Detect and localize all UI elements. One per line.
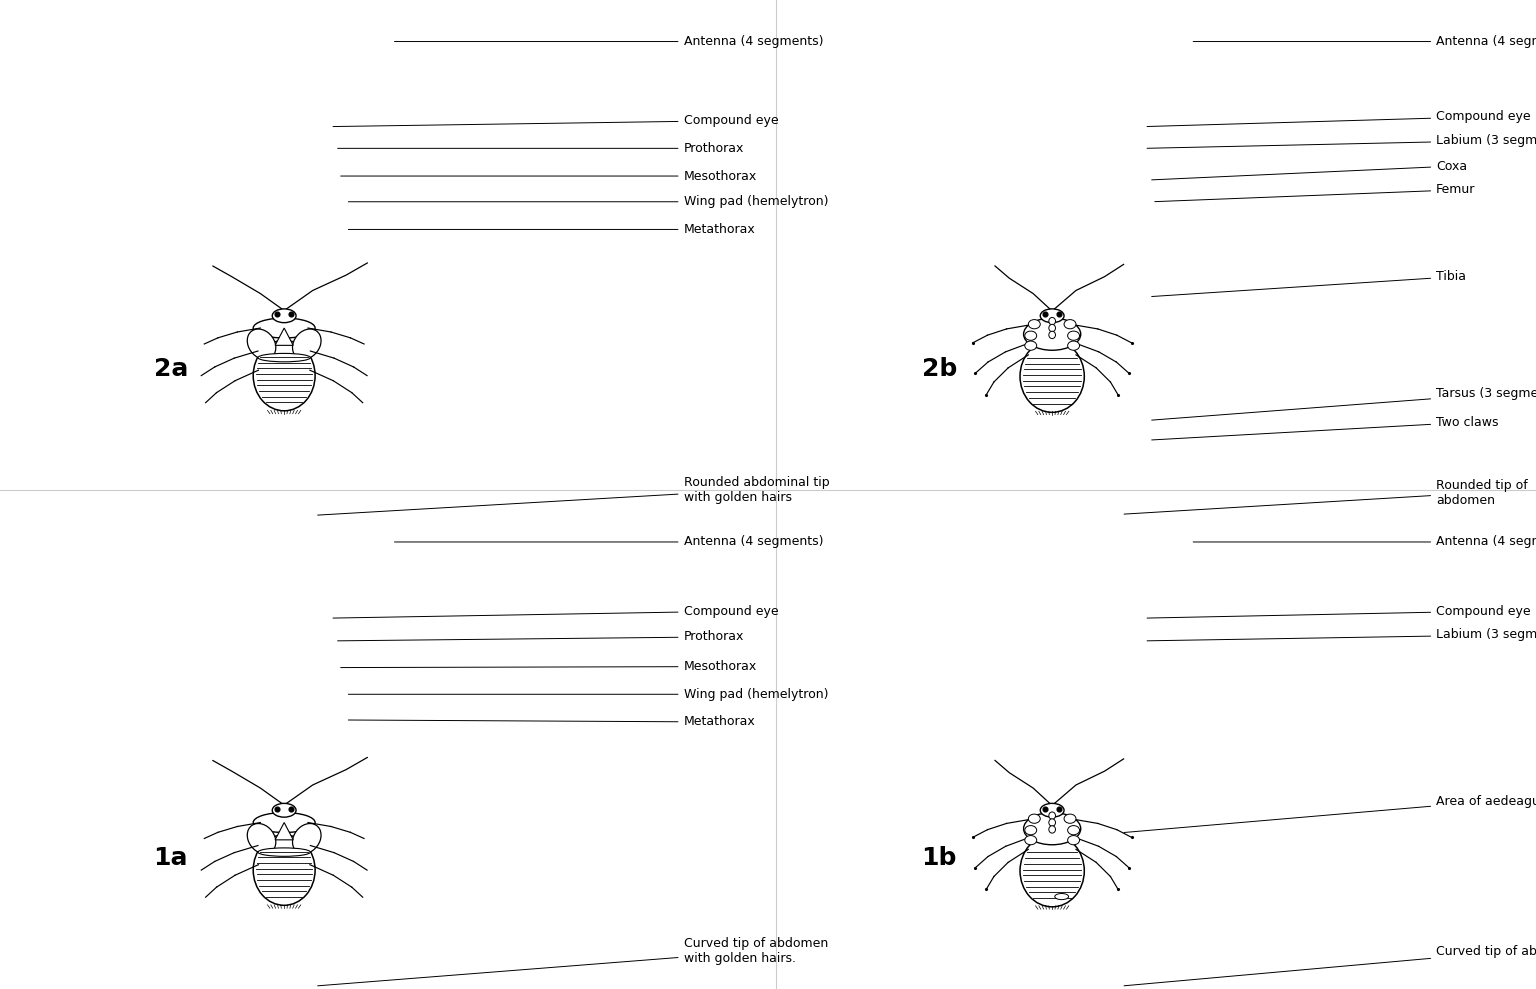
Ellipse shape	[1049, 331, 1055, 338]
Ellipse shape	[1040, 309, 1064, 322]
Polygon shape	[275, 328, 293, 345]
Text: Prothorax: Prothorax	[338, 630, 743, 644]
Ellipse shape	[1020, 340, 1084, 412]
Ellipse shape	[1049, 317, 1055, 324]
Text: 2b: 2b	[922, 357, 957, 381]
Text: Tibia: Tibia	[1152, 270, 1467, 297]
Text: Wing pad (hemelytron): Wing pad (hemelytron)	[349, 687, 828, 701]
Text: Compound eye: Compound eye	[1147, 110, 1531, 127]
Text: Curved tip of abdomen
with golden hairs.: Curved tip of abdomen with golden hairs.	[318, 938, 828, 986]
Text: Antenna (4 segments): Antenna (4 segments)	[1193, 35, 1536, 48]
Text: Coxa: Coxa	[1152, 159, 1467, 180]
Text: 1b: 1b	[922, 847, 957, 870]
Ellipse shape	[1025, 331, 1037, 340]
Text: 1a: 1a	[154, 847, 187, 870]
Text: Curved tip of abdomen: Curved tip of abdomen	[1124, 944, 1536, 986]
Ellipse shape	[1055, 893, 1069, 900]
Text: Femur: Femur	[1155, 183, 1476, 202]
Ellipse shape	[1068, 826, 1080, 835]
Text: Antenna (4 segments): Antenna (4 segments)	[395, 35, 823, 48]
Text: Antenna (4 segments): Antenna (4 segments)	[395, 535, 823, 549]
Text: 2a: 2a	[154, 357, 187, 381]
Text: Rounded abdominal tip
with golden hairs: Rounded abdominal tip with golden hairs	[318, 476, 829, 515]
Polygon shape	[275, 823, 293, 840]
Text: Compound eye: Compound eye	[1147, 604, 1531, 618]
Ellipse shape	[1029, 814, 1040, 823]
Text: Prothorax: Prothorax	[338, 141, 743, 155]
Ellipse shape	[1049, 819, 1055, 826]
Text: Labium (3 segments): Labium (3 segments)	[1147, 628, 1536, 642]
Text: Metathorax: Metathorax	[349, 715, 756, 729]
Ellipse shape	[272, 803, 296, 817]
Text: Metathorax: Metathorax	[349, 223, 756, 236]
Ellipse shape	[1025, 826, 1037, 835]
Text: Wing pad (hemelytron): Wing pad (hemelytron)	[349, 195, 828, 209]
Ellipse shape	[1064, 814, 1075, 823]
Ellipse shape	[247, 329, 276, 359]
Text: Antenna (4 segments): Antenna (4 segments)	[1193, 535, 1536, 549]
Text: Two claws: Two claws	[1152, 415, 1499, 440]
Ellipse shape	[1029, 319, 1040, 328]
Text: Compound eye: Compound eye	[333, 604, 779, 618]
Text: Tarsus (3 segments): Tarsus (3 segments)	[1152, 387, 1536, 420]
Ellipse shape	[1040, 803, 1064, 817]
Ellipse shape	[258, 353, 310, 362]
Ellipse shape	[1025, 341, 1037, 350]
Ellipse shape	[1049, 812, 1055, 819]
Ellipse shape	[1068, 331, 1080, 340]
Ellipse shape	[1064, 319, 1075, 328]
Ellipse shape	[247, 824, 276, 854]
Ellipse shape	[1049, 324, 1055, 331]
Text: Labium (3 segments): Labium (3 segments)	[1147, 134, 1536, 148]
Ellipse shape	[258, 848, 310, 856]
Ellipse shape	[1020, 835, 1084, 907]
Ellipse shape	[253, 318, 315, 338]
Text: Compound eye: Compound eye	[333, 114, 779, 128]
Ellipse shape	[253, 813, 315, 833]
Ellipse shape	[253, 340, 315, 410]
Ellipse shape	[1023, 318, 1081, 350]
Text: Mesothorax: Mesothorax	[341, 169, 757, 183]
Ellipse shape	[1068, 341, 1080, 350]
Ellipse shape	[1049, 826, 1055, 833]
Ellipse shape	[272, 309, 296, 322]
Text: Rounded tip of
abdomen: Rounded tip of abdomen	[1124, 479, 1528, 514]
Ellipse shape	[1025, 836, 1037, 845]
Ellipse shape	[1068, 836, 1080, 845]
Ellipse shape	[292, 329, 321, 359]
Text: Area of aedeagus: Area of aedeagus	[1124, 794, 1536, 833]
Ellipse shape	[1023, 813, 1081, 845]
Ellipse shape	[253, 835, 315, 905]
Ellipse shape	[292, 824, 321, 854]
Text: Mesothorax: Mesothorax	[341, 660, 757, 674]
